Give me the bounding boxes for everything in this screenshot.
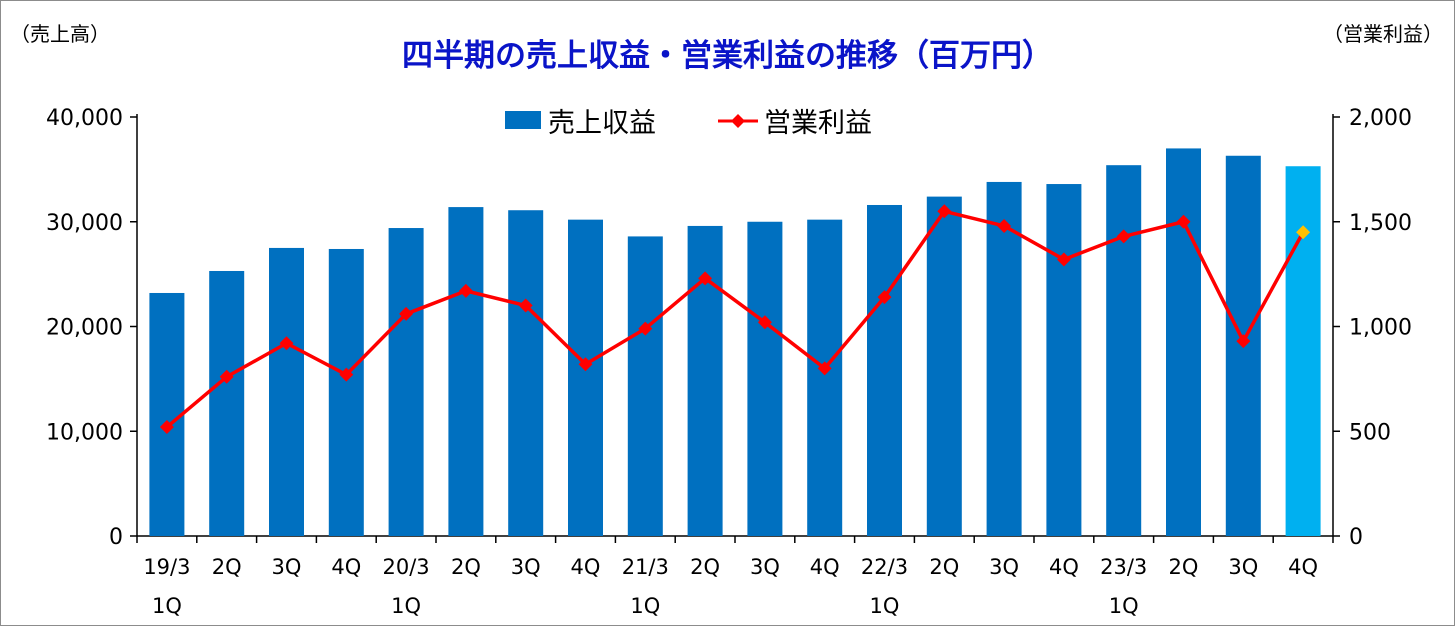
bar-sales <box>747 221 783 536</box>
point-operating-profit <box>1116 229 1131 244</box>
point-operating-profit <box>518 298 533 313</box>
x-tick-label: 2Q <box>1169 555 1199 579</box>
legend: 売上収益 営業利益 <box>505 108 872 139</box>
bar-sales <box>986 181 1022 536</box>
point-operating-profit <box>757 315 772 330</box>
bar-sales <box>627 236 663 537</box>
bar-sales <box>149 292 185 536</box>
line-series <box>159 204 1311 435</box>
point-operating-profit <box>399 306 414 321</box>
bar-sales <box>1166 148 1201 537</box>
x-tick-label: 3Q <box>989 555 1019 579</box>
point-operating-profit <box>1176 214 1191 229</box>
bar-sales <box>328 248 364 537</box>
bar-sales <box>508 210 544 537</box>
x-tick-label: 4Q <box>1288 555 1318 579</box>
right-tick-label: 2,000 <box>1349 106 1412 131</box>
point-operating-profit <box>698 271 713 286</box>
line-operating-profit <box>165 209 1305 429</box>
point-operating-profit <box>1056 252 1071 267</box>
point-operating-profit <box>937 204 952 219</box>
x-tick-label: 4Q <box>331 555 361 579</box>
point-operating-profit <box>279 336 294 351</box>
bar-sales <box>209 270 245 536</box>
point-operating-profit <box>458 283 473 298</box>
left-tick-label: 20,000 <box>46 316 123 341</box>
point-operating-profit <box>638 321 653 336</box>
legend-bar-swatch <box>505 111 541 129</box>
point-operating-profit <box>997 218 1012 233</box>
bar-sales <box>1046 184 1082 537</box>
x-tick-label: 4Q <box>1049 555 1079 579</box>
left-tick-label: 0 <box>109 525 123 550</box>
bar-sales <box>807 219 843 536</box>
x-tick-sublabel: 1Q <box>391 594 421 618</box>
bar-sales <box>926 196 962 537</box>
bar-sales <box>568 219 603 536</box>
x-tick-label: 3Q <box>1228 555 1258 579</box>
x-tick-label: 3Q <box>272 555 302 579</box>
right-tick-label: 1,000 <box>1349 316 1412 341</box>
axis-labels: 0 10,000 20,000 30,000 40,000 0 500 1,000 1,500 2… <box>46 106 1412 618</box>
point-operating-profit <box>339 367 354 382</box>
x-tick-label: 4Q <box>571 555 601 579</box>
x-tick-label: 2Q <box>451 555 481 579</box>
x-tick-sublabel: 1Q <box>870 594 900 618</box>
x-tick-label: 4Q <box>810 555 840 579</box>
right-tick-label: 1,500 <box>1349 211 1412 236</box>
x-tick-sublabel: 1Q <box>1109 594 1139 618</box>
bar-sales <box>1106 165 1142 536</box>
legend-line-label: 営業利益 <box>764 108 872 139</box>
point-operating-profit <box>1296 225 1311 240</box>
bar-sales <box>448 207 484 536</box>
x-tick-label: 2Q <box>929 555 959 579</box>
x-tick-label: 2Q <box>690 555 720 579</box>
x-tick-sublabel: 1Q <box>152 594 182 618</box>
left-tick-label: 10,000 <box>46 420 123 445</box>
left-tick-label: 40,000 <box>46 106 123 131</box>
x-tick-label: 22/3 <box>861 555 908 579</box>
point-operating-profit <box>1236 334 1251 349</box>
chart-title: 四半期の売上収益・営業利益の推移（百万円） <box>402 38 1053 74</box>
legend-line-marker <box>731 114 745 128</box>
axis-ticks <box>130 116 1340 543</box>
right-tick-label: 0 <box>1349 525 1363 550</box>
bar-sales <box>269 247 304 536</box>
x-tick-label: 3Q <box>511 555 541 579</box>
bar-sales <box>388 228 424 536</box>
left-axis-label: （売上高） <box>10 22 110 46</box>
x-tick-label: 20/3 <box>383 555 430 579</box>
x-tick-label: 23/3 <box>1100 555 1147 579</box>
x-tick-label: 3Q <box>750 555 780 579</box>
x-tick-sublabel: 1Q <box>630 594 660 618</box>
x-tick-label: 2Q <box>212 555 242 579</box>
legend-bar-label: 売上収益 <box>548 108 656 139</box>
bar-sales <box>867 204 902 537</box>
x-tick-label: 19/3 <box>143 555 190 579</box>
left-tick-label: 30,000 <box>46 211 123 236</box>
point-operating-profit <box>817 361 832 376</box>
right-axis-label: （営業利益） <box>1323 22 1443 46</box>
point-operating-profit <box>219 369 234 384</box>
right-tick-label: 500 <box>1349 420 1391 445</box>
point-operating-profit <box>877 290 892 305</box>
bar-series <box>149 148 1321 537</box>
point-operating-profit <box>578 357 593 372</box>
x-tick-label: 21/3 <box>622 555 669 579</box>
point-operating-profit <box>159 420 174 435</box>
bar-sales <box>1285 166 1321 537</box>
